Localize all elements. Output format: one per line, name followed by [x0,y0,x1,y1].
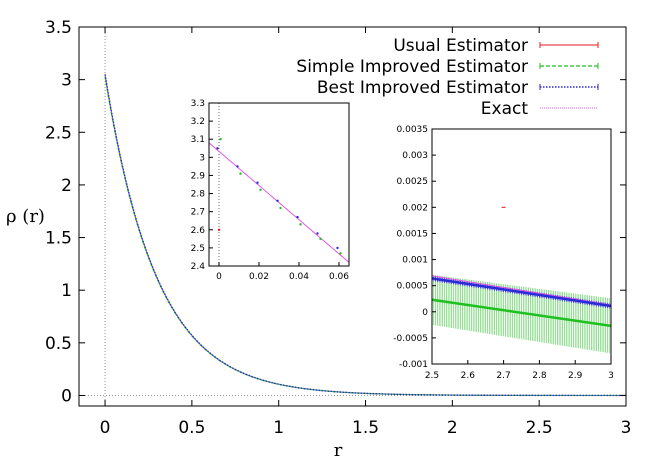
x-tick-label: 0.5 [178,418,205,438]
inset-left-point [259,188,262,192]
y-tick-label: 1.5 [45,229,72,249]
inset-right-y-tick-label: 0.0015 [397,229,429,239]
legend-label-exact: Exact [481,99,529,119]
legend: Usual Estimator Simple Improved Estimato… [296,36,599,119]
inset-left-x-tick-label: 0.06 [329,272,349,282]
legend-label-simple: Simple Improved Estimator [296,57,528,77]
y-tick-label: 2 [61,176,72,196]
x-tick-label: 3 [621,418,632,438]
inset-right-x-tick-label: 2.9 [568,371,583,381]
inset-left-y-tick-label: 3.3 [191,99,205,109]
inset-left-frame [208,102,350,267]
x-tick-label: 0 [100,418,111,438]
inset-left-point [319,237,322,241]
inset-left-y-tick-label: 3.2 [191,117,205,127]
y-tick-label: 0 [61,386,72,406]
main-plot-data [79,27,626,406]
inset-left-x-tick-label: 0.02 [249,272,269,282]
y-tick-label: 2.5 [45,123,72,143]
x-tick-label: 2 [447,418,458,438]
inset-right-x-tick-label: 2.8 [532,371,547,381]
y-axis-title: ρ (r) [6,206,45,227]
inset-left-ticks: 0 0.02 0.04 0.06 2.4 2.5 2.6 2.7 2.8 2.9 3 3.1 3.2 3.… [191,99,350,282]
main-plot: 0 0.5 1 1.5 2 2.5 3 0 0.5 1 1.5 2 2.5 3 3.5 r ρ (r) [6,18,631,461]
main-plot-frame [78,26,627,407]
inset-left-data [208,103,350,266]
inset-right-x-tick-label: 2.5 [425,371,439,381]
inset-right-exact-line [431,275,612,306]
y-tick-label: 1 [61,281,72,301]
inset-right-x-tick-label: 2.7 [496,371,510,381]
inset-left-y-tick-label: 2.8 [191,190,206,200]
simple-improved-curve [104,76,626,397]
inset-left-y-tick-label: 2.6 [191,226,206,236]
inset-left-point [336,246,339,250]
inset-right-y-tick-label: 0.0005 [397,282,429,292]
inset-left-point [217,228,221,231]
inset-left-y-tick-label: 2.4 [191,262,206,272]
inset-left-y-tick-label: 2.7 [191,208,205,218]
y-tick-label: 3.5 [45,18,72,38]
inset-left-point [239,172,242,175]
y-tick-label: 3 [61,71,72,91]
inset-left-point [276,199,279,202]
inset-left-y-tick-label: 3.1 [191,135,205,145]
inset-left-exact-line [208,142,350,263]
inset-left-point [339,252,342,255]
legend-samples [539,42,599,109]
inset-right-y-tick-label: 0.002 [402,203,428,213]
inset-left-point [219,138,222,141]
inset-right-y-tick-label: 0.001 [402,256,428,266]
inset-left-x-tick-label: 0.04 [289,272,309,282]
inset-left: 0 0.02 0.04 0.06 2.4 2.5 2.6 2.7 2.8 2.9 3 3.1 3.2 3.… [191,99,350,282]
main-plot-ticks: 0 0.5 1 1.5 2 2.5 3 0 0.5 1 1.5 2 2.5 3 3.5 [45,18,631,438]
inset-left-point [256,181,259,184]
inset-right-y-tick-label: -0.001 [399,360,428,370]
inset-right-x-tick-label: 3 [608,371,614,381]
legend-label-best: Best Improved Estimator [317,78,528,98]
x-tick-label: 2.5 [526,418,553,438]
inset-left-y-tick-label: 3 [199,153,205,163]
x-tick-label: 1.5 [352,418,379,438]
inset-left-y-tick-label: 2.9 [191,171,206,181]
inset-right: 2.5 2.6 2.7 2.8 2.9 3 -0.001 -0.0005 0 0.0005 0.00… [393,125,614,381]
inset-left-point [299,223,302,226]
inset-left-y-tick-label: 2.5 [191,244,205,254]
x-axis-title: r [334,440,343,461]
inset-right-y-tick-label: 0.0025 [397,177,429,187]
inset-left-point [216,147,219,150]
inset-left-point [236,165,239,168]
inset-left-point [316,232,319,235]
y-tick-label: 0.5 [45,334,72,354]
inset-right-y-tick-label: -0.0005 [393,334,428,344]
x-tick-label: 1 [273,418,284,438]
inset-left-background [209,103,349,266]
legend-label-usual: Usual Estimator [393,36,528,56]
inset-right-best-line [431,277,612,308]
inset-left-point [296,215,299,219]
inset-right-frame [431,128,612,365]
inset-right-y-tick-label: 0.003 [402,151,428,161]
inset-right-x-tick-label: 2.6 [461,371,476,381]
inset-right-simple-line [431,298,612,328]
inset-left-x-tick-label: 0 [216,272,222,282]
inset-left-point [279,206,282,210]
inset-right-y-tick-label: 0 [422,308,428,318]
inset-right-y-tick-label: 0.0035 [397,125,429,135]
inset-right-ticks: 2.5 2.6 2.7 2.8 2.9 3 -0.001 -0.0005 0 0.0005 0.00… [393,125,614,381]
